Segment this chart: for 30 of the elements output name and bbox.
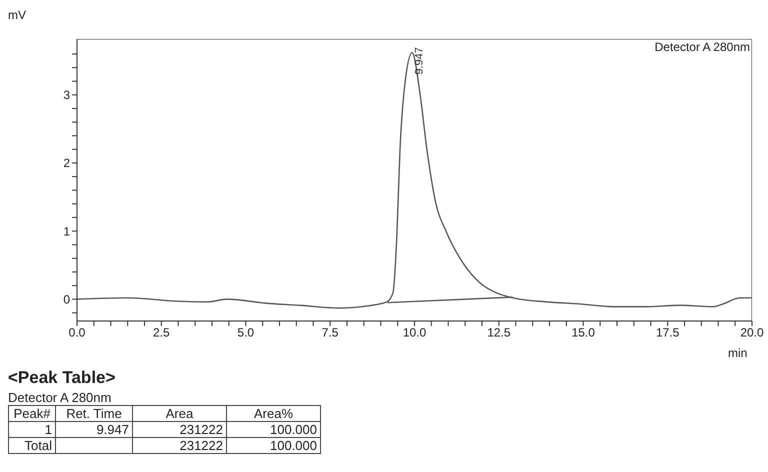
- x-axis-title: min: [728, 346, 748, 360]
- x-tick-label: 15.0: [572, 326, 596, 340]
- text: 231222: [132, 438, 226, 454]
- text: Ret. Time: [56, 406, 132, 422]
- x-tick-label: 10.0: [402, 326, 426, 340]
- text: 100.000: [226, 422, 320, 438]
- text: 231222: [132, 422, 226, 438]
- x-tick-label: 0.0: [68, 326, 86, 340]
- x-tick-label: 20.0: [740, 326, 764, 340]
- text: 1: [8, 422, 56, 438]
- y-tick-label: 1: [63, 224, 70, 238]
- text: <Peak Table>: [8, 368, 116, 388]
- y-axis-title: mV: [8, 8, 26, 22]
- text: 9.947: [56, 422, 132, 438]
- y-tick-label: 0: [63, 292, 70, 306]
- annotation: 9.947: [414, 47, 426, 75]
- y-tick-label: 2: [63, 156, 70, 170]
- text: 100.000: [226, 438, 320, 454]
- x-tick-label: 17.5: [656, 326, 680, 340]
- x-tick-label: 5.0: [237, 326, 254, 340]
- text: Area%: [226, 406, 320, 422]
- x-tick-label: 7.5: [322, 326, 339, 340]
- text: Area: [132, 406, 226, 422]
- text: Total: [8, 438, 56, 454]
- text: Peak#: [8, 406, 56, 422]
- y-tick-label: 3: [63, 88, 70, 102]
- x-tick-label: 12.5: [487, 326, 511, 340]
- annotation: Detector A 280nm: [654, 40, 750, 54]
- x-tick-label: 2.5: [153, 326, 170, 340]
- text: Detector A 280nm: [8, 390, 112, 405]
